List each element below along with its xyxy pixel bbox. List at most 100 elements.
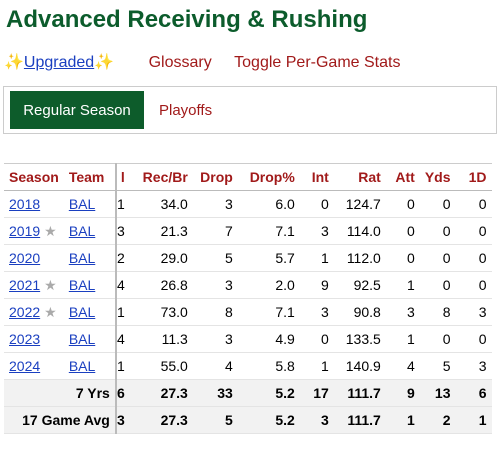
cell: 6.0: [237, 190, 300, 218]
cell: 140.9: [333, 352, 386, 380]
cell: 114.0: [333, 217, 386, 245]
column-header: Drop: [192, 163, 238, 191]
team-link[interactable]: BAL: [68, 277, 96, 293]
cell: 5: [192, 406, 238, 434]
star: ★: [44, 222, 57, 239]
cell: 0: [455, 217, 492, 245]
sparkle: ✨: [4, 54, 24, 71]
cell: 1: [114, 190, 126, 218]
tab-selected[interactable]: Regular Season: [10, 91, 144, 129]
cell: 5: [419, 352, 456, 380]
cell: 0: [455, 244, 492, 272]
row: 2018 BAL 1 34.0 3 6.0 0 124.7 0 0 0: [4, 190, 492, 218]
sparkle: ✨: [94, 54, 115, 71]
column-header: Season: [4, 163, 64, 191]
title: Advanced Receiving & Rushing: [6, 6, 368, 33]
cell: 0: [455, 271, 492, 299]
column-header: Rat: [333, 163, 386, 191]
cell: 55.0: [125, 352, 193, 380]
row: 2020 BAL 2 29.0 5 5.7 1 112.0 0 0 0: [4, 244, 492, 272]
cell: 3: [385, 298, 420, 326]
cell: 8: [192, 298, 238, 326]
season-link[interactable]: 2023: [9, 331, 41, 347]
cell: 124.7: [333, 190, 386, 218]
cell: 5.8: [237, 352, 300, 380]
cell: 0: [419, 244, 456, 272]
season-link[interactable]: 2018: [9, 196, 41, 212]
cell: 5.2: [237, 379, 300, 407]
column-header: Drop%: [237, 163, 300, 191]
cell: 4.9: [237, 325, 300, 353]
cell: 0: [455, 325, 492, 353]
cell: 1: [114, 352, 126, 380]
link-row: ✨Upgraded✨ Glossary Toggle Per-Game Stat…: [4, 52, 400, 72]
tab[interactable]: Playoffs: [159, 101, 213, 119]
season-link[interactable]: 2021: [9, 276, 41, 293]
star: ★: [44, 303, 57, 320]
cell: 3: [114, 217, 126, 245]
cell: 3: [192, 190, 238, 218]
cell: 27.3: [125, 406, 193, 434]
cell: 2023: [4, 325, 64, 353]
stats-table: Season Team l Rec/Br Drop Drop% Int Rat Att Yds 1D…: [4, 163, 492, 434]
star: ★: [44, 276, 57, 293]
column-header: Int: [299, 163, 334, 191]
cell: BAL: [63, 244, 116, 272]
season-link[interactable]: 2024: [9, 358, 41, 374]
cell: BAL: [63, 352, 116, 380]
cell: 2021 ★: [4, 271, 64, 299]
footer-row: 17 Game Avg 3 27.3 5 5.2 3 111.7 1 2 1: [4, 406, 492, 434]
row: 2021 ★ BAL 4 26.8 3 2.0 9 92.5 1 0 0: [4, 271, 492, 299]
cell: 90.8: [333, 298, 386, 326]
cell: 1: [455, 406, 492, 434]
cell: 0: [385, 217, 420, 245]
column-header: Yds: [419, 163, 456, 191]
cell: 26.8: [125, 271, 193, 299]
upgraded-link[interactable]: Upgraded: [23, 54, 95, 71]
team-link[interactable]: BAL: [68, 196, 96, 212]
team-link[interactable]: BAL: [68, 223, 96, 239]
glossary-link[interactable]: Glossary: [148, 54, 212, 71]
footer-row: 7 Yrs 6 27.3 33 5.2 17 111.7 9 13 6: [4, 379, 492, 407]
season-link[interactable]: 2022: [9, 303, 41, 320]
cell: 4: [192, 352, 238, 380]
cell: 2019 ★: [4, 217, 64, 245]
cell: 5.2: [237, 406, 300, 434]
cell: 0: [419, 271, 456, 299]
cell: 17: [299, 379, 334, 407]
cell: BAL: [63, 190, 116, 218]
cell: 34.0: [125, 190, 193, 218]
cell: 2018: [4, 190, 64, 218]
team-link[interactable]: BAL: [68, 331, 96, 347]
season-link[interactable]: 2019: [9, 222, 41, 239]
row: 2024 BAL 1 55.0 4 5.8 1 140.9 4 5 3: [4, 352, 492, 380]
cell: 6: [455, 379, 492, 407]
column-header: Att: [385, 163, 420, 191]
column-header: Team: [63, 163, 116, 191]
cell: 4: [114, 325, 126, 353]
toggle-link[interactable]: Toggle Per-Game Stats: [234, 54, 401, 71]
cell: BAL: [63, 298, 116, 326]
cell: 0: [385, 190, 420, 218]
cell: 0: [299, 190, 334, 218]
cell: 27.3: [125, 379, 193, 407]
cell: 7: [192, 217, 238, 245]
cell: 0: [455, 190, 492, 218]
footer-label: 17 Game Avg: [4, 406, 116, 434]
header-row: Season Team l Rec/Br Drop Drop% Int Rat Att Yds 1D: [4, 163, 492, 191]
team-link[interactable]: BAL: [68, 250, 96, 266]
cell: 0: [419, 325, 456, 353]
cell: 1: [299, 244, 334, 272]
cell: 112.0: [333, 244, 386, 272]
cell: 13: [419, 379, 456, 407]
team-link[interactable]: BAL: [68, 304, 96, 320]
cell: 1: [114, 298, 126, 326]
season-link[interactable]: 2020: [9, 250, 41, 266]
team-link[interactable]: BAL: [68, 358, 96, 374]
cell: 1: [385, 325, 420, 353]
cell: 2024: [4, 352, 64, 380]
cell: 8: [419, 298, 456, 326]
cell: 0: [419, 217, 456, 245]
footer-label: 7 Yrs: [4, 379, 116, 407]
